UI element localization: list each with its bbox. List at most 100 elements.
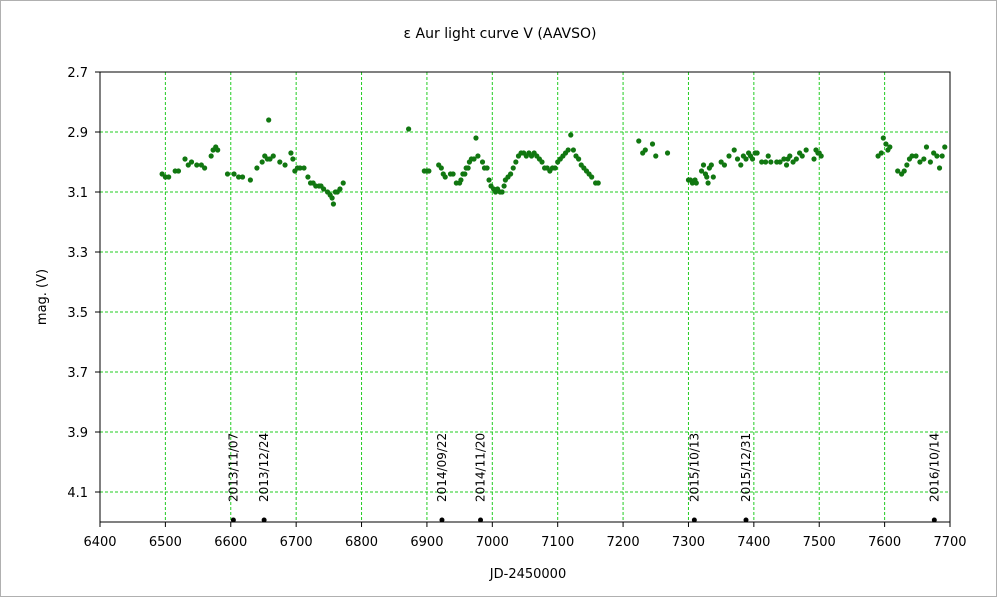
data-point — [473, 135, 479, 141]
data-point — [901, 168, 907, 174]
data-point — [754, 150, 760, 156]
y-tick-label: 3.1 — [67, 186, 88, 201]
data-point — [931, 150, 937, 156]
data-point — [721, 162, 728, 168]
data-point — [936, 165, 943, 171]
data-point — [329, 195, 335, 201]
date-marker-label: 2016/10/14 — [927, 433, 941, 502]
data-point — [337, 186, 343, 192]
date-marker-dot — [261, 517, 267, 523]
data-point — [765, 153, 771, 159]
x-tick-label: 6800 — [345, 535, 378, 550]
data-point — [883, 141, 889, 147]
data-point — [185, 162, 191, 168]
data-point — [267, 156, 273, 162]
data-point — [510, 165, 516, 171]
data-point — [693, 180, 699, 186]
data-point — [501, 183, 507, 189]
y-tick-label: 3.5 — [67, 306, 88, 321]
date-marker-label: 2015/12/31 — [739, 433, 753, 502]
data-point — [653, 153, 659, 159]
data-point — [458, 177, 464, 183]
data-point — [595, 180, 601, 186]
x-tick-label: 7600 — [868, 535, 901, 550]
date-marker-label: 2014/09/22 — [435, 433, 449, 502]
date-marker-dot — [691, 517, 697, 523]
data-point — [239, 174, 246, 180]
data-point — [731, 147, 737, 153]
data-point — [270, 153, 276, 159]
y-axis-label: mag. (V) — [35, 269, 50, 325]
data-point — [738, 162, 744, 168]
data-point — [934, 153, 940, 159]
data-point — [726, 153, 732, 159]
y-tick-label: 3.7 — [67, 366, 88, 381]
data-point — [718, 159, 724, 165]
data-point — [202, 165, 208, 171]
data-point — [759, 159, 765, 165]
data-point — [475, 153, 481, 159]
data-point — [166, 174, 172, 180]
x-tick-label: 7100 — [541, 535, 574, 550]
data-point — [426, 168, 432, 174]
x-tick-label: 6600 — [214, 535, 247, 550]
data-point — [589, 174, 595, 180]
data-point — [198, 162, 204, 168]
y-tick-label: 3.9 — [67, 426, 88, 441]
data-point — [923, 144, 930, 150]
date-marker-dot — [439, 517, 445, 523]
data-points — [159, 117, 948, 207]
data-point — [438, 165, 444, 171]
data-point — [247, 177, 253, 183]
data-point — [887, 144, 893, 150]
y-tick-label: 2.9 — [67, 126, 88, 141]
data-point — [777, 159, 783, 165]
data-point — [700, 162, 707, 168]
data-point — [781, 156, 787, 162]
data-point — [462, 171, 468, 177]
data-point — [182, 156, 188, 162]
data-point — [743, 156, 749, 162]
data-point — [793, 156, 799, 162]
data-point — [568, 132, 574, 138]
data-point — [215, 147, 221, 153]
date-marker-dot — [743, 517, 749, 523]
date-marker-dot — [478, 517, 484, 523]
data-point — [484, 165, 490, 171]
data-point — [818, 153, 824, 159]
data-point — [698, 168, 705, 174]
data-point — [305, 174, 311, 180]
x-axis-label: JD-2450000 — [489, 567, 566, 582]
data-point — [301, 165, 307, 171]
data-point — [321, 186, 327, 192]
data-point — [479, 159, 486, 165]
data-point — [282, 162, 288, 168]
plot-area-border — [99, 71, 951, 523]
data-point — [636, 138, 642, 144]
data-point — [939, 153, 945, 159]
data-point — [704, 174, 710, 180]
data-point — [649, 141, 656, 147]
y-tick-label: 2.7 — [67, 66, 88, 81]
data-point — [266, 117, 272, 123]
data-point — [450, 171, 456, 177]
data-point — [909, 153, 915, 159]
data-point — [811, 156, 817, 162]
data-point — [486, 177, 492, 183]
data-point — [799, 153, 805, 159]
data-point — [236, 174, 242, 180]
data-point — [539, 159, 545, 165]
data-point — [513, 159, 519, 165]
data-point — [277, 159, 283, 165]
date-marker-label: 2013/11/07 — [226, 433, 240, 502]
data-point — [705, 180, 711, 186]
date-marker-dot — [230, 517, 236, 523]
data-point — [297, 165, 303, 171]
x-tick-label: 7000 — [476, 535, 509, 550]
data-point — [259, 159, 265, 165]
data-point — [565, 147, 571, 153]
data-point — [803, 147, 809, 153]
